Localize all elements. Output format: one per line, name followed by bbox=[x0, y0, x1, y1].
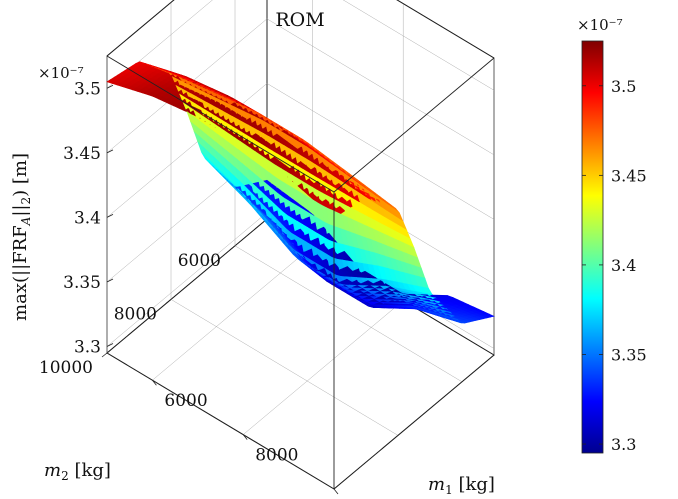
axis-box-front bbox=[106, 0, 495, 490]
axis-box-edge bbox=[333, 354, 495, 490]
z-tick-label: 3.35 bbox=[63, 273, 101, 293]
z-tick-mark bbox=[106, 149, 114, 154]
surface-patch bbox=[456, 321, 466, 324]
z-tick-label: 3.45 bbox=[63, 144, 101, 164]
z-tick-label: 3.4 bbox=[74, 208, 101, 228]
x-tick-label: 6000 bbox=[164, 391, 207, 411]
y-tick-mark bbox=[229, 245, 236, 251]
x-tick-label: 8000 bbox=[255, 446, 298, 466]
colorbar-tick-label: 3.4 bbox=[611, 256, 636, 275]
y-tick-label: 8000 bbox=[114, 304, 157, 324]
z-tick-labels: 3.3 3.35 3.4 3.45 3.5 bbox=[63, 79, 114, 358]
colorbar-tick-label: 3.35 bbox=[611, 345, 647, 364]
y-tick-labels: 6000 8000 10000 bbox=[39, 245, 236, 378]
y-tick-mark bbox=[165, 299, 172, 304]
z-axis-label: max(||FRFA||2) [m] bbox=[10, 153, 33, 321]
x-tick-mark bbox=[333, 488, 339, 495]
chart-title: ROM bbox=[275, 9, 324, 31]
z-gridline bbox=[106, 83, 495, 220]
colorbar-tick-label: 3.45 bbox=[611, 166, 647, 185]
x-tick-mark bbox=[242, 434, 248, 440]
y-axis-label: m2 [kg] bbox=[44, 460, 111, 483]
axis-box-edge bbox=[396, 0, 495, 59]
y-tick-label: 10000 bbox=[39, 358, 93, 378]
colorbar-exponent-label: ×10⁻⁷ bbox=[577, 16, 623, 34]
axis-box-edge bbox=[106, 352, 335, 490]
z-exponent-label: ×10⁻⁷ bbox=[38, 64, 84, 82]
x-axis-label: m1 [kg] bbox=[428, 474, 495, 497]
colorbar-tick-label: 3.3 bbox=[611, 435, 636, 454]
z-tick-label: 3.3 bbox=[74, 338, 101, 358]
colorbar-tick-labels: 3.3 3.35 3.4 3.45 3.5 bbox=[582, 77, 647, 454]
z-tick-label: 3.5 bbox=[74, 79, 101, 99]
z-tick-mark bbox=[106, 84, 114, 89]
colorbar-tick-label: 3.5 bbox=[611, 77, 636, 96]
z-tick-mark bbox=[106, 214, 114, 218]
y-tick-mark bbox=[101, 352, 108, 358]
axis-box-edge bbox=[333, 57, 495, 193]
z-gridline bbox=[106, 0, 495, 91]
z-gridline bbox=[106, 18, 495, 156]
x-tick-mark bbox=[152, 379, 157, 386]
axis-box-edge bbox=[106, 0, 175, 57]
colorbar bbox=[581, 40, 604, 454]
z-tick-mark bbox=[106, 278, 114, 283]
z-tick-mark bbox=[106, 343, 114, 347]
y-tick-label: 6000 bbox=[178, 251, 221, 271]
axis-box-edge bbox=[106, 55, 335, 193]
surface-plot bbox=[106, 61, 495, 324]
